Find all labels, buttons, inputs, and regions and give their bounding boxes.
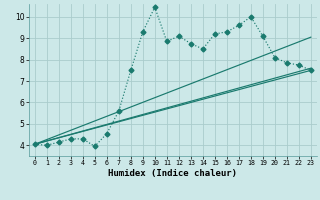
X-axis label: Humidex (Indice chaleur): Humidex (Indice chaleur) xyxy=(108,169,237,178)
